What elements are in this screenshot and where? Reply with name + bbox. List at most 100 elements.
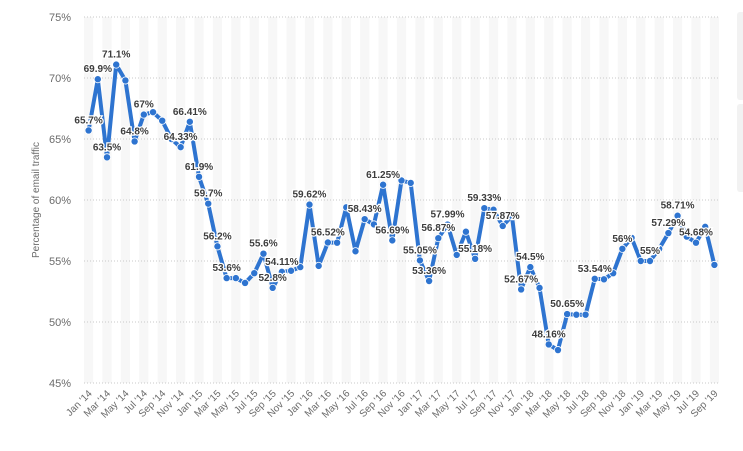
data-point: [112, 60, 121, 69]
column-band: [636, 17, 646, 383]
data-point: [222, 274, 231, 283]
data-points: [84, 60, 719, 355]
data-point: [139, 110, 148, 119]
data-label: 56%: [612, 234, 632, 245]
column-band: [120, 17, 131, 383]
data-label: 66.41%: [173, 107, 207, 118]
column-band: [341, 17, 351, 383]
data-point: [369, 220, 378, 229]
column-band: [654, 17, 664, 383]
data-point: [333, 238, 342, 247]
data-point: [397, 176, 406, 185]
data-label: 53.54%: [578, 264, 612, 275]
data-label: 59.33%: [467, 193, 501, 204]
data-point: [645, 256, 654, 265]
data-point: [149, 108, 158, 117]
data-point: [563, 310, 572, 319]
data-point: [581, 310, 590, 319]
data-label: 61.9%: [185, 162, 213, 173]
data-point: [185, 117, 194, 126]
data-point: [351, 247, 360, 256]
data-point: [277, 267, 286, 276]
data-point: [443, 220, 452, 229]
column-band: [268, 17, 278, 383]
column-band: [617, 17, 627, 383]
column-band: [84, 17, 94, 383]
column-band: [507, 17, 517, 383]
data-point: [544, 340, 553, 349]
data-point: [204, 199, 213, 208]
column-band: [672, 17, 683, 383]
data-point: [682, 232, 691, 241]
data-point: [103, 153, 112, 162]
data-point: [176, 143, 185, 152]
data-point: [167, 134, 176, 143]
data-label: 55.6%: [249, 239, 277, 250]
data-point: [213, 242, 222, 251]
data-point: [673, 211, 682, 220]
y-axis-label: Percentage of email traffic: [31, 142, 42, 258]
y-tick-label: 65%: [49, 134, 71, 146]
data-point: [296, 263, 305, 272]
data-label: 58.71%: [661, 201, 695, 212]
data-label: 56.2%: [203, 231, 231, 242]
data-label: 55.05%: [403, 245, 437, 256]
data-label: 52.8%: [258, 273, 286, 284]
y-tick-label: 70%: [49, 73, 71, 85]
data-label: 50.65%: [550, 299, 584, 310]
data-point: [636, 256, 645, 265]
data-point: [305, 200, 314, 209]
data-label: 55.18%: [458, 244, 492, 255]
data-point: [93, 75, 102, 84]
data-point: [655, 244, 664, 253]
data-point: [406, 178, 415, 187]
column-band: [544, 17, 554, 383]
y-tick-label: 45%: [49, 378, 71, 390]
data-label: 64.8%: [120, 126, 148, 137]
side-widget-edge-1: [737, 12, 743, 100]
data-point: [342, 203, 351, 212]
data-point: [664, 229, 673, 238]
column-band: [396, 17, 407, 383]
data-labels: 65.7% 69.9% 63.5% 71.1% 64.8% 67% 64.33% 66.41%…: [73, 48, 714, 341]
column-band: [691, 17, 701, 383]
data-label: 64.33%: [164, 132, 198, 143]
data-point: [415, 256, 424, 265]
column-band: [102, 17, 112, 383]
data-label: 56.69%: [375, 225, 409, 236]
column-band: [360, 17, 370, 383]
data-point: [231, 274, 240, 283]
y-tick-label: 55%: [49, 256, 71, 268]
y-tick-label: 50%: [49, 317, 71, 329]
data-point: [691, 238, 700, 247]
data-point: [250, 269, 259, 278]
side-widget-edge-2: [737, 104, 743, 192]
data-label: 54.11%: [265, 257, 298, 268]
column-band: [378, 17, 388, 383]
y-tick-label: 60%: [49, 195, 71, 207]
data-point: [526, 263, 535, 272]
data-point: [434, 234, 443, 243]
data-label: 69.9%: [84, 64, 112, 75]
data-point: [121, 76, 130, 85]
data-point: [572, 310, 581, 319]
column-band: [194, 17, 204, 383]
data-point: [480, 204, 489, 213]
data-point: [84, 126, 93, 135]
data-point: [241, 278, 250, 287]
column-band: [231, 17, 241, 383]
data-label: 53.6%: [212, 263, 240, 274]
data-label: 59.62%: [293, 190, 327, 201]
data-point: [701, 222, 710, 231]
data-label: 57.99%: [431, 210, 465, 221]
data-label: 53.36%: [412, 266, 446, 277]
data-point: [590, 274, 599, 283]
data-label: 61.25%: [366, 170, 400, 181]
data-label: 55%: [640, 246, 660, 257]
column-band: [139, 17, 149, 383]
gridlines: [84, 16, 719, 384]
data-point: [553, 346, 562, 355]
data-label: 52.67%: [504, 274, 538, 285]
